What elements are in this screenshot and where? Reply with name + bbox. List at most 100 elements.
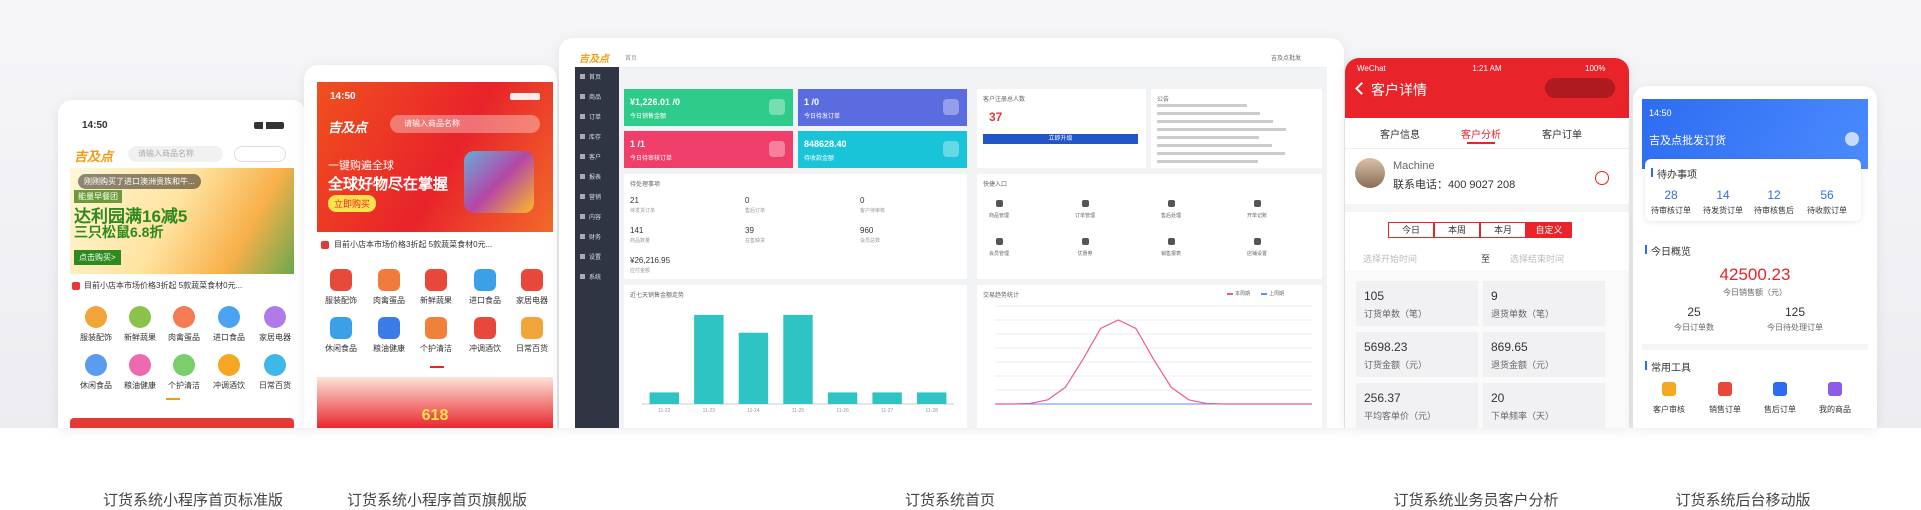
metric-card xyxy=(1483,281,1605,326)
quick-label: 店铺设置 xyxy=(1246,251,1268,257)
banner-title: 达利园满16减5 xyxy=(74,207,188,226)
legend-label: 本周期 xyxy=(1235,291,1251,297)
carrier: WeChat xyxy=(1357,64,1386,73)
quick-label: 商品管理 xyxy=(988,213,1010,219)
panel xyxy=(977,89,1146,168)
amount: 42500.23 xyxy=(1719,265,1791,284)
section: 常用工具 xyxy=(1651,363,1691,374)
panel-title: 公告 xyxy=(1157,97,1170,103)
todo-label: 待审核订单 xyxy=(1651,206,1691,215)
sub-label: 今日待处理订单 xyxy=(1767,323,1823,332)
customer-card: WeChat 1:21 AM 100% 客户详情 客户信息 客户分析 客户订单 Machine… xyxy=(1345,58,1629,428)
topbar xyxy=(575,49,1327,68)
quick-label: 订单管理 xyxy=(1074,213,1096,219)
stat-tile xyxy=(624,131,793,168)
legend-swatch xyxy=(1227,293,1233,295)
tab: 客户分析 xyxy=(1461,130,1501,141)
crumb: 首页 xyxy=(625,56,638,62)
icon xyxy=(474,317,496,339)
range: 本月 xyxy=(1480,222,1526,238)
status-icons xyxy=(254,122,284,129)
panel-value: 37 xyxy=(989,110,1003,124)
quick-icon xyxy=(1168,238,1175,245)
start: 选择开始时间 xyxy=(1363,254,1418,264)
bullet xyxy=(1645,361,1647,370)
icon-label: 进口食品 xyxy=(213,333,245,342)
todo-label: 客户待审核 xyxy=(860,208,886,214)
x-tick-label: 11-24 xyxy=(747,408,760,414)
name: Machine xyxy=(1393,160,1435,172)
notice-top: 刚刚购买了进口澳洲贵族和牛... xyxy=(78,174,201,189)
banner-btn: 点击购买> xyxy=(74,250,121,265)
bullet xyxy=(1645,245,1647,254)
metric-label: 平均客单价（元） xyxy=(1364,411,1437,421)
metric-value: 256.37 xyxy=(1364,391,1401,405)
tool-label: 售后订单 xyxy=(1764,405,1796,414)
icon-label: 休闲食品 xyxy=(80,381,112,390)
todo-value: 39 xyxy=(745,226,754,235)
todo-amount: ¥26,216.95 xyxy=(630,256,671,265)
stat-value: ¥1,226.01 /0 xyxy=(630,97,681,107)
notice-line xyxy=(1157,120,1273,123)
promo: 618 xyxy=(421,407,449,424)
todo-label: 待收款订单 xyxy=(1807,206,1847,215)
slogan2: 全球好物尽在掌握 xyxy=(328,176,449,193)
menu-dot xyxy=(580,234,585,239)
user: 吉及点批发 xyxy=(1271,56,1302,62)
bar xyxy=(649,392,679,404)
tool-label: 客户审核 xyxy=(1653,405,1685,414)
metric-value: 869.65 xyxy=(1491,340,1528,354)
stat-tile xyxy=(624,89,793,126)
todo-amount-label: 应付金额 xyxy=(630,268,651,274)
metric-value: 5698.23 xyxy=(1364,340,1408,354)
icon-label: 肉禽蛋品 xyxy=(373,296,405,305)
menu-dot xyxy=(580,154,585,159)
todo-card xyxy=(1645,159,1861,221)
menu-item: 系统 xyxy=(589,275,602,281)
metric-value: 9 xyxy=(1491,289,1498,303)
stat-icon xyxy=(769,99,785,115)
cart-art xyxy=(464,151,534,213)
menu-dot xyxy=(580,274,585,279)
quick-label: 开单记账 xyxy=(1246,213,1268,219)
menu-dot xyxy=(580,94,585,99)
end: 选择结束时间 xyxy=(1510,254,1565,264)
metric-card xyxy=(1483,332,1605,377)
todo-label: 商品数量 xyxy=(630,238,651,244)
title: 客户详情 xyxy=(1371,82,1427,98)
capsule xyxy=(1545,78,1615,98)
status-icons xyxy=(510,93,540,100)
tool-label: 销售订单 xyxy=(1709,405,1741,414)
icon-label: 个护清洁 xyxy=(168,381,200,390)
icon-label: 粮油健康 xyxy=(373,344,405,353)
metric-label: 下单频率（天） xyxy=(1491,411,1555,421)
logo: 吉及点 xyxy=(74,149,114,164)
promo-bg xyxy=(317,377,553,428)
call xyxy=(1595,171,1609,185)
sub-label: 今日订单数 xyxy=(1674,323,1714,332)
x-tick-label: 11-22 xyxy=(658,408,671,414)
todo-value: 960 xyxy=(860,226,874,235)
menu-dot xyxy=(580,254,585,259)
icon xyxy=(218,306,240,328)
icon xyxy=(425,317,447,339)
search: 请输入商品名称 xyxy=(390,115,540,133)
chart-title: 近七天销售金额走势 xyxy=(630,293,685,299)
line xyxy=(995,319,1312,405)
caption: 订货系统小程序首页旗舰版 xyxy=(346,492,528,509)
icon-label: 冲调酒饮 xyxy=(213,381,245,390)
promo-strip xyxy=(70,418,294,428)
panel-title: 待处理事项 xyxy=(630,182,661,188)
time: 14:50 xyxy=(1649,108,1672,118)
bar xyxy=(694,314,724,404)
notice-icon xyxy=(321,241,329,249)
standard-card: 14:50 吉及点 请输入商品名称 刚刚购买了进口澳洲贵族和牛... 能量早餐团 达利园满… xyxy=(58,100,306,428)
todo-value: 21 xyxy=(630,196,639,205)
battery: 100% xyxy=(1585,64,1606,73)
menu-item: 商品 xyxy=(589,95,602,101)
menu-dot xyxy=(580,214,585,219)
icon xyxy=(425,269,447,291)
icon-label: 粮油健康 xyxy=(124,381,156,390)
tool-label: 我的商品 xyxy=(1819,405,1851,414)
